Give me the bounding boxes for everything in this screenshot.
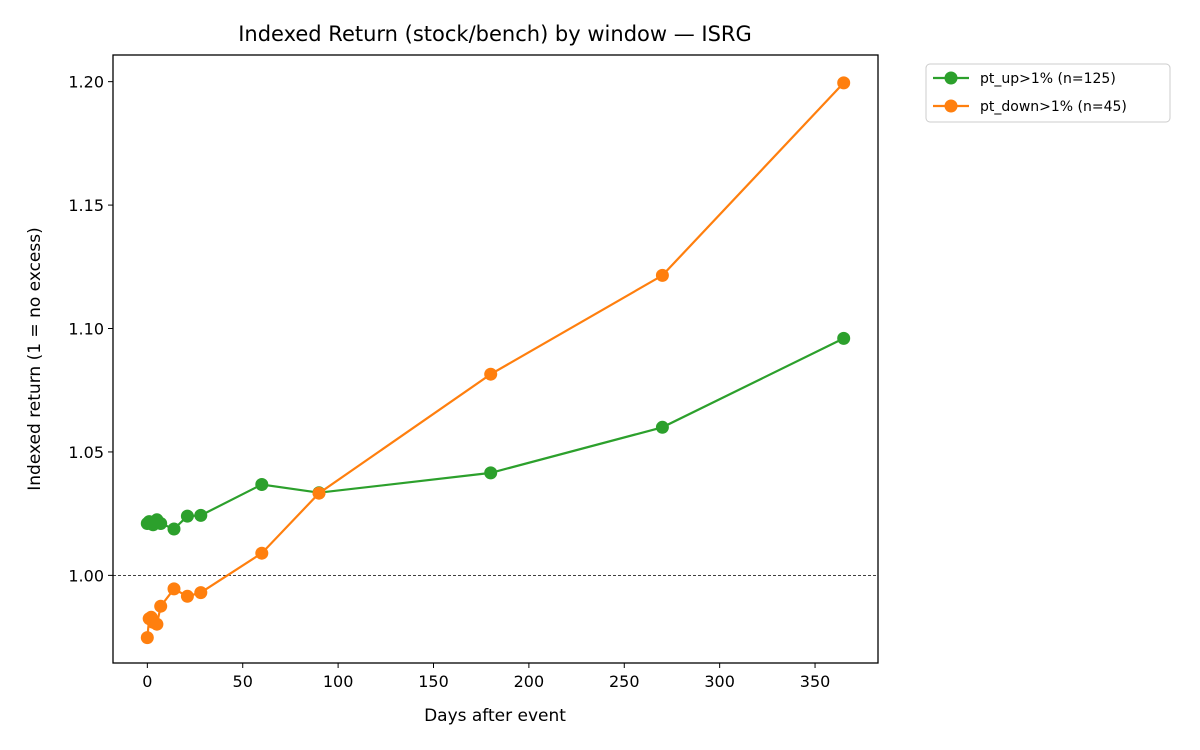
series-pt-up-point: [167, 522, 181, 536]
legend-entry-pt-up-label: pt_up>1% (n=125): [980, 71, 1116, 87]
y-tick-label: 1.00: [68, 566, 104, 585]
series-pt-up-point: [655, 420, 669, 434]
series-pt-down-point: [655, 268, 669, 282]
legend-entry-pt-up-marker: [944, 71, 958, 85]
legend-frame: [925, 63, 1171, 123]
y-axis: 1.00 1.05 1.10 1.15 1.20: [68, 73, 113, 585]
x-tick-label: 50: [233, 672, 253, 691]
legend-entry-pt-down-label: pt_down>1% (n=45): [980, 99, 1127, 115]
x-tick-label: 0: [142, 672, 152, 691]
y-tick-label: 1.10: [68, 320, 104, 339]
series-pt-down-point: [140, 631, 154, 645]
x-tick-label: 250: [609, 672, 640, 691]
series-pt-down-point: [194, 586, 208, 600]
plot-area: [113, 76, 878, 645]
series-pt-up-point: [837, 331, 851, 345]
y-tick-label: 1.20: [68, 73, 104, 92]
legend: pt_up>1% (n=125) pt_down>1% (n=45): [925, 63, 1171, 123]
series-pt-up-point: [180, 509, 194, 523]
x-axis-label: Days after event: [424, 706, 566, 726]
series-pt-down-point: [312, 486, 326, 500]
x-tick-label: 150: [418, 672, 449, 691]
series-pt-down-point: [837, 76, 851, 90]
series-pt-up-point: [194, 508, 208, 522]
x-tick-label: 350: [800, 672, 831, 691]
series-pt-down-point: [180, 589, 194, 603]
y-tick-label: 1.05: [68, 443, 104, 462]
series-pt-down-point: [150, 617, 164, 631]
series-pt-down-point: [255, 546, 269, 560]
x-tick-label: 200: [514, 672, 545, 691]
chart-title: Indexed Return (stock/bench) by window —…: [238, 22, 752, 46]
axes-frame: [112, 54, 879, 664]
series-pt-down-point: [484, 367, 498, 381]
x-axis: 0 50 100 150 200 250 300 350: [142, 663, 830, 691]
y-tick-label: 1.15: [68, 196, 104, 215]
series-pt-down-point: [154, 599, 168, 613]
legend-entry-pt-down-marker: [944, 99, 958, 113]
y-axis-label: Indexed return (1 = no excess): [25, 227, 45, 490]
x-tick-label: 300: [704, 672, 735, 691]
x-tick-label: 100: [323, 672, 354, 691]
series-pt-down-point: [167, 582, 181, 596]
series-pt-up-point: [255, 478, 269, 491]
series-pt-up-point: [154, 517, 168, 530]
series-pt-up-point: [484, 466, 498, 480]
